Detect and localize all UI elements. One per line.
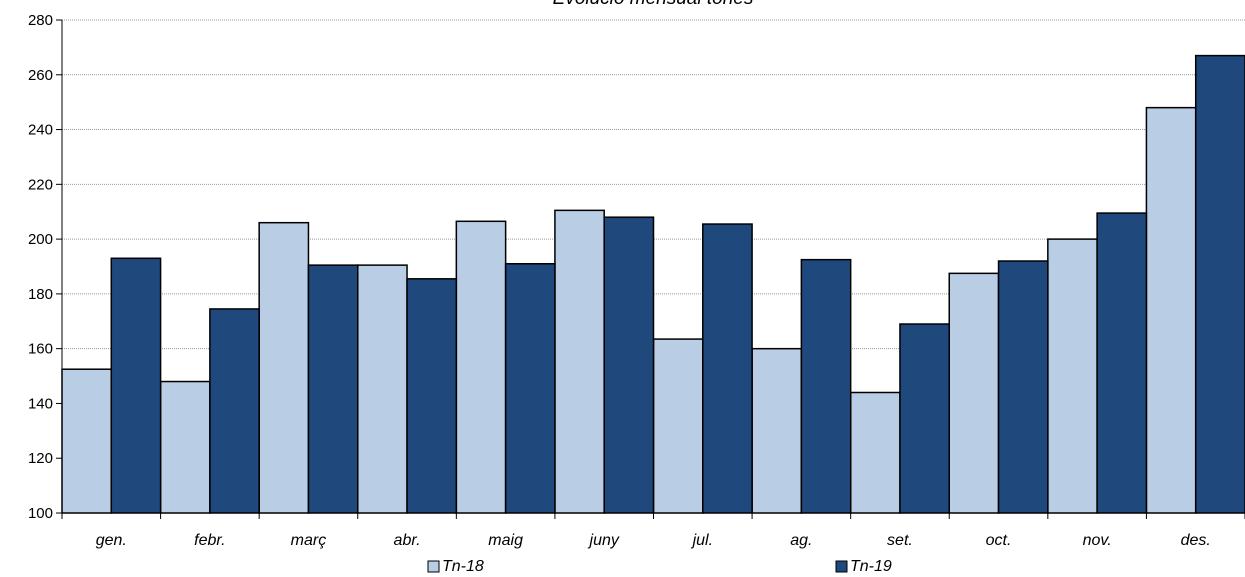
x-label-nov.: nov. [1083, 532, 1112, 549]
bar-Tn-18-gen. [61, 368, 113, 514]
axes [61, 20, 1245, 519]
y-tick-label-200: 200 [28, 231, 53, 248]
bar-Tn-19-abr. [406, 278, 458, 514]
bar-Tn-19-des. [1194, 54, 1245, 514]
bars [61, 54, 1245, 514]
legend-swatch-Tn-19 [835, 560, 848, 573]
bar-Tn-19-jul. [702, 223, 753, 514]
bar-Tn-18-ag. [751, 347, 803, 514]
bar-Tn-19-set. [899, 323, 950, 514]
legend: Tn-18 Tn-19 [427, 558, 892, 575]
bar-Tn-18-març [258, 221, 310, 514]
bar-Tn-19-ag. [800, 258, 852, 514]
y-tick-label-280: 280 [28, 12, 53, 29]
y-tick-label-220: 220 [28, 176, 53, 193]
x-label-juny: juny [588, 532, 620, 549]
x-label-gen.: gen. [96, 532, 127, 549]
bar-Tn-18-set. [849, 391, 901, 514]
bar-Tn-19-febr. [209, 308, 260, 514]
y-tick-label-160: 160 [28, 341, 53, 358]
bar-Tn-19-maig [504, 263, 556, 514]
bar-Tn-18-maig [455, 220, 507, 514]
legend-swatch-Tn-18 [427, 560, 440, 573]
legend-label-Tn-18: Tn-18 [442, 558, 484, 575]
bar-Tn-18-jul. [652, 338, 704, 514]
x-label-ag.: ag. [790, 532, 812, 549]
x-label-maig: maig [488, 532, 523, 549]
bar-Tn-19-març [307, 264, 359, 514]
legend-label-Tn-19: Tn-19 [850, 558, 892, 575]
bar-Tn-18-oct. [948, 272, 1000, 514]
bar-Tn-18-febr. [159, 380, 211, 514]
x-label-abr.: abr. [394, 532, 421, 549]
y-tick-label-240: 240 [28, 122, 53, 139]
y-axis-tick-labels: 100 120 140 160 180 200 220 240 260 280 [28, 12, 53, 522]
bar-Tn-18-des. [1145, 106, 1197, 514]
bar-Tn-19-gen. [110, 257, 162, 514]
bar-Tn-18-abr. [357, 264, 408, 514]
y-tick-label-140: 140 [28, 395, 53, 412]
y-tick-label-100: 100 [28, 505, 53, 522]
bar-Tn-19-juny [603, 216, 655, 514]
x-label-des.: des. [1181, 532, 1211, 549]
y-tick-label-260: 260 [28, 67, 53, 84]
bar-Tn-19-oct. [997, 260, 1049, 514]
x-label-set.: set. [887, 532, 913, 549]
x-label-oct.: oct. [986, 532, 1012, 549]
gridlines [56, 19, 1245, 514]
bar-Tn-18-nov. [1047, 238, 1098, 514]
y-tick-label-180: 180 [28, 286, 53, 303]
x-label-febr.: febr. [194, 532, 225, 549]
x-axis-category-labels: gen. febr. març abr. maig juny jul. ag. set. oct.… [96, 532, 1211, 549]
chart-title: Evolució mensual tones [553, 0, 754, 9]
bar-Tn-19-nov. [1096, 212, 1148, 514]
y-tick-label-120: 120 [28, 450, 53, 467]
x-label-març: març [291, 532, 327, 549]
bar-Tn-18-juny [554, 209, 605, 514]
x-label-jul.: jul. [691, 532, 713, 549]
